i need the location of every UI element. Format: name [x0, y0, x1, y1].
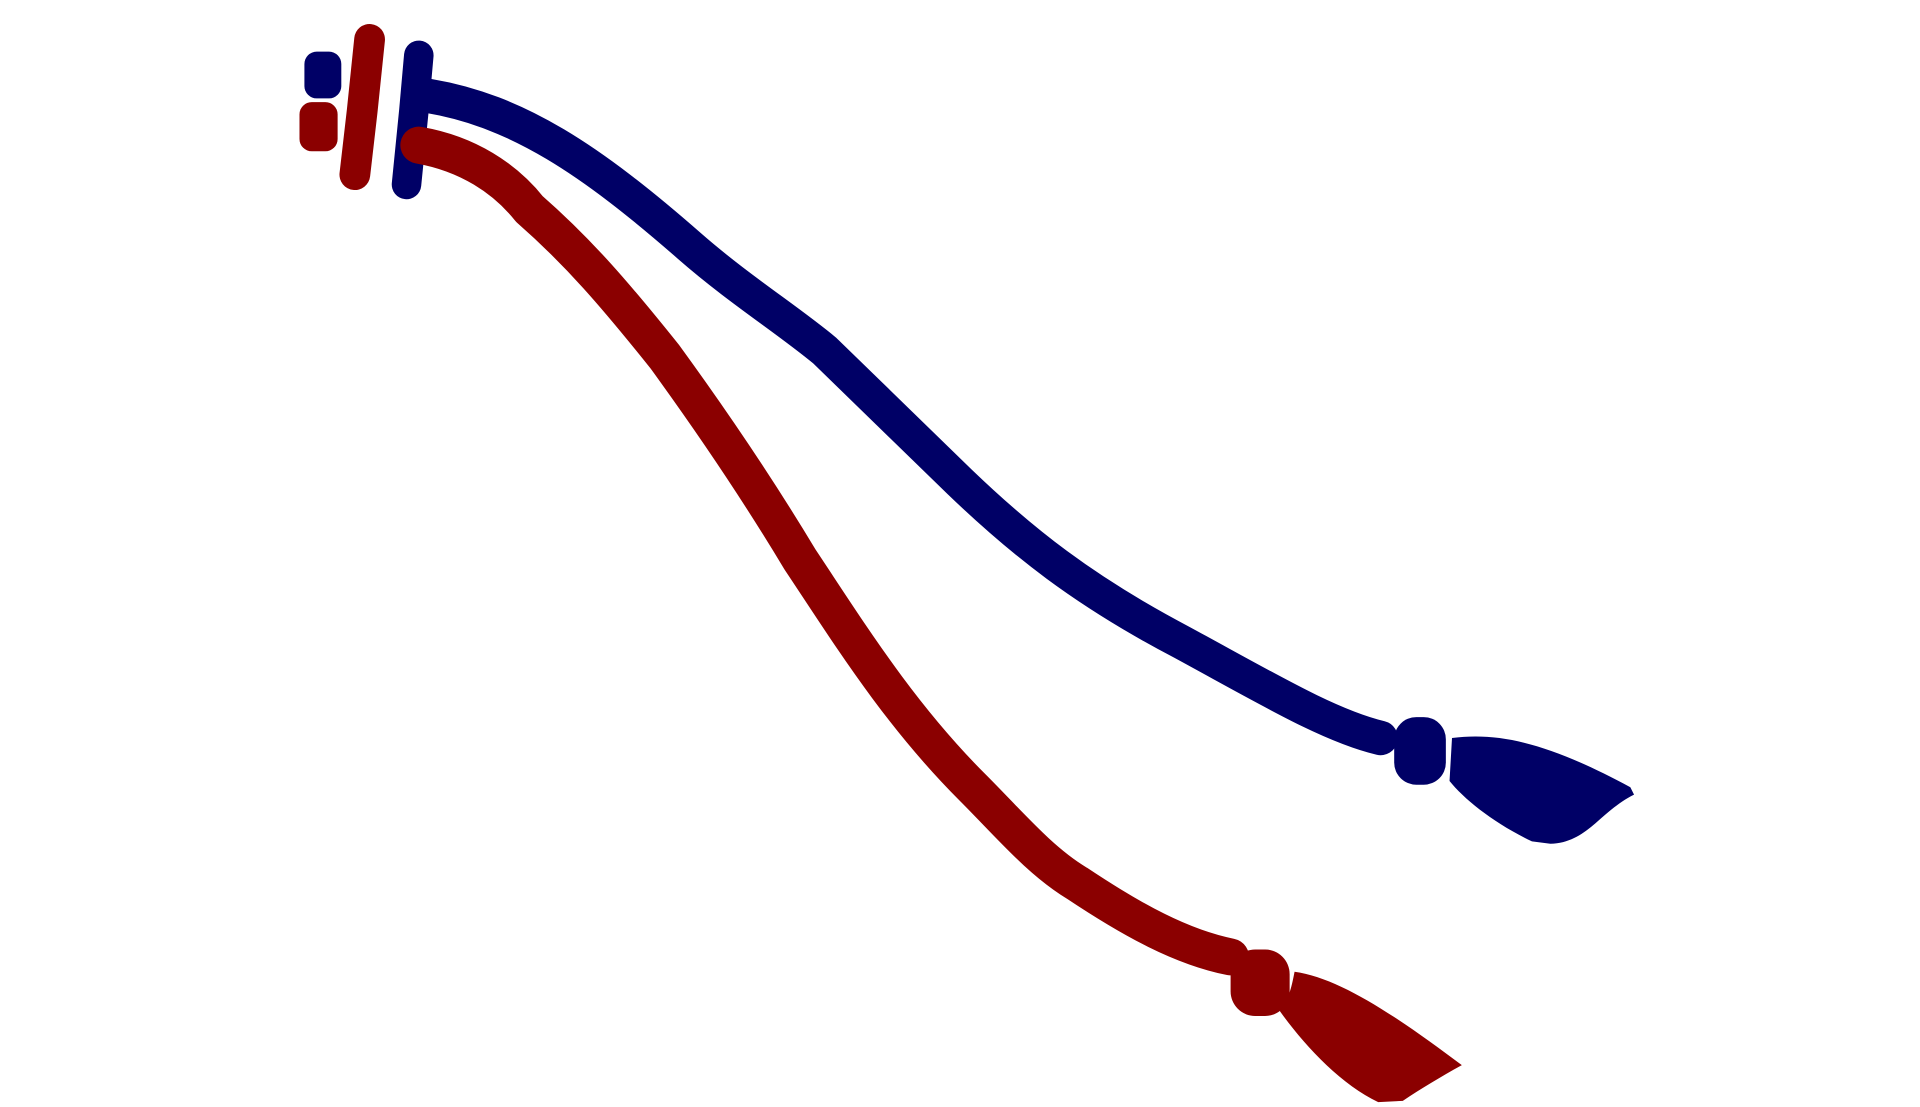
red-end-stroke — [1279, 971, 1462, 1103]
blue-vertical-stroke — [391, 40, 434, 200]
blue-stroke-group — [304, 40, 1635, 844]
red-blob — [1230, 949, 1290, 1016]
blue-end-stroke — [1449, 736, 1635, 844]
red-vertical-stroke — [339, 23, 385, 191]
blue-long-curve — [411, 78, 1398, 756]
blue-small-blob — [304, 51, 342, 99]
red-stroke-group — [299, 23, 1462, 1103]
red-long-curve — [400, 126, 1250, 976]
blue-blob — [1394, 717, 1446, 785]
red-small-blob — [299, 102, 338, 152]
